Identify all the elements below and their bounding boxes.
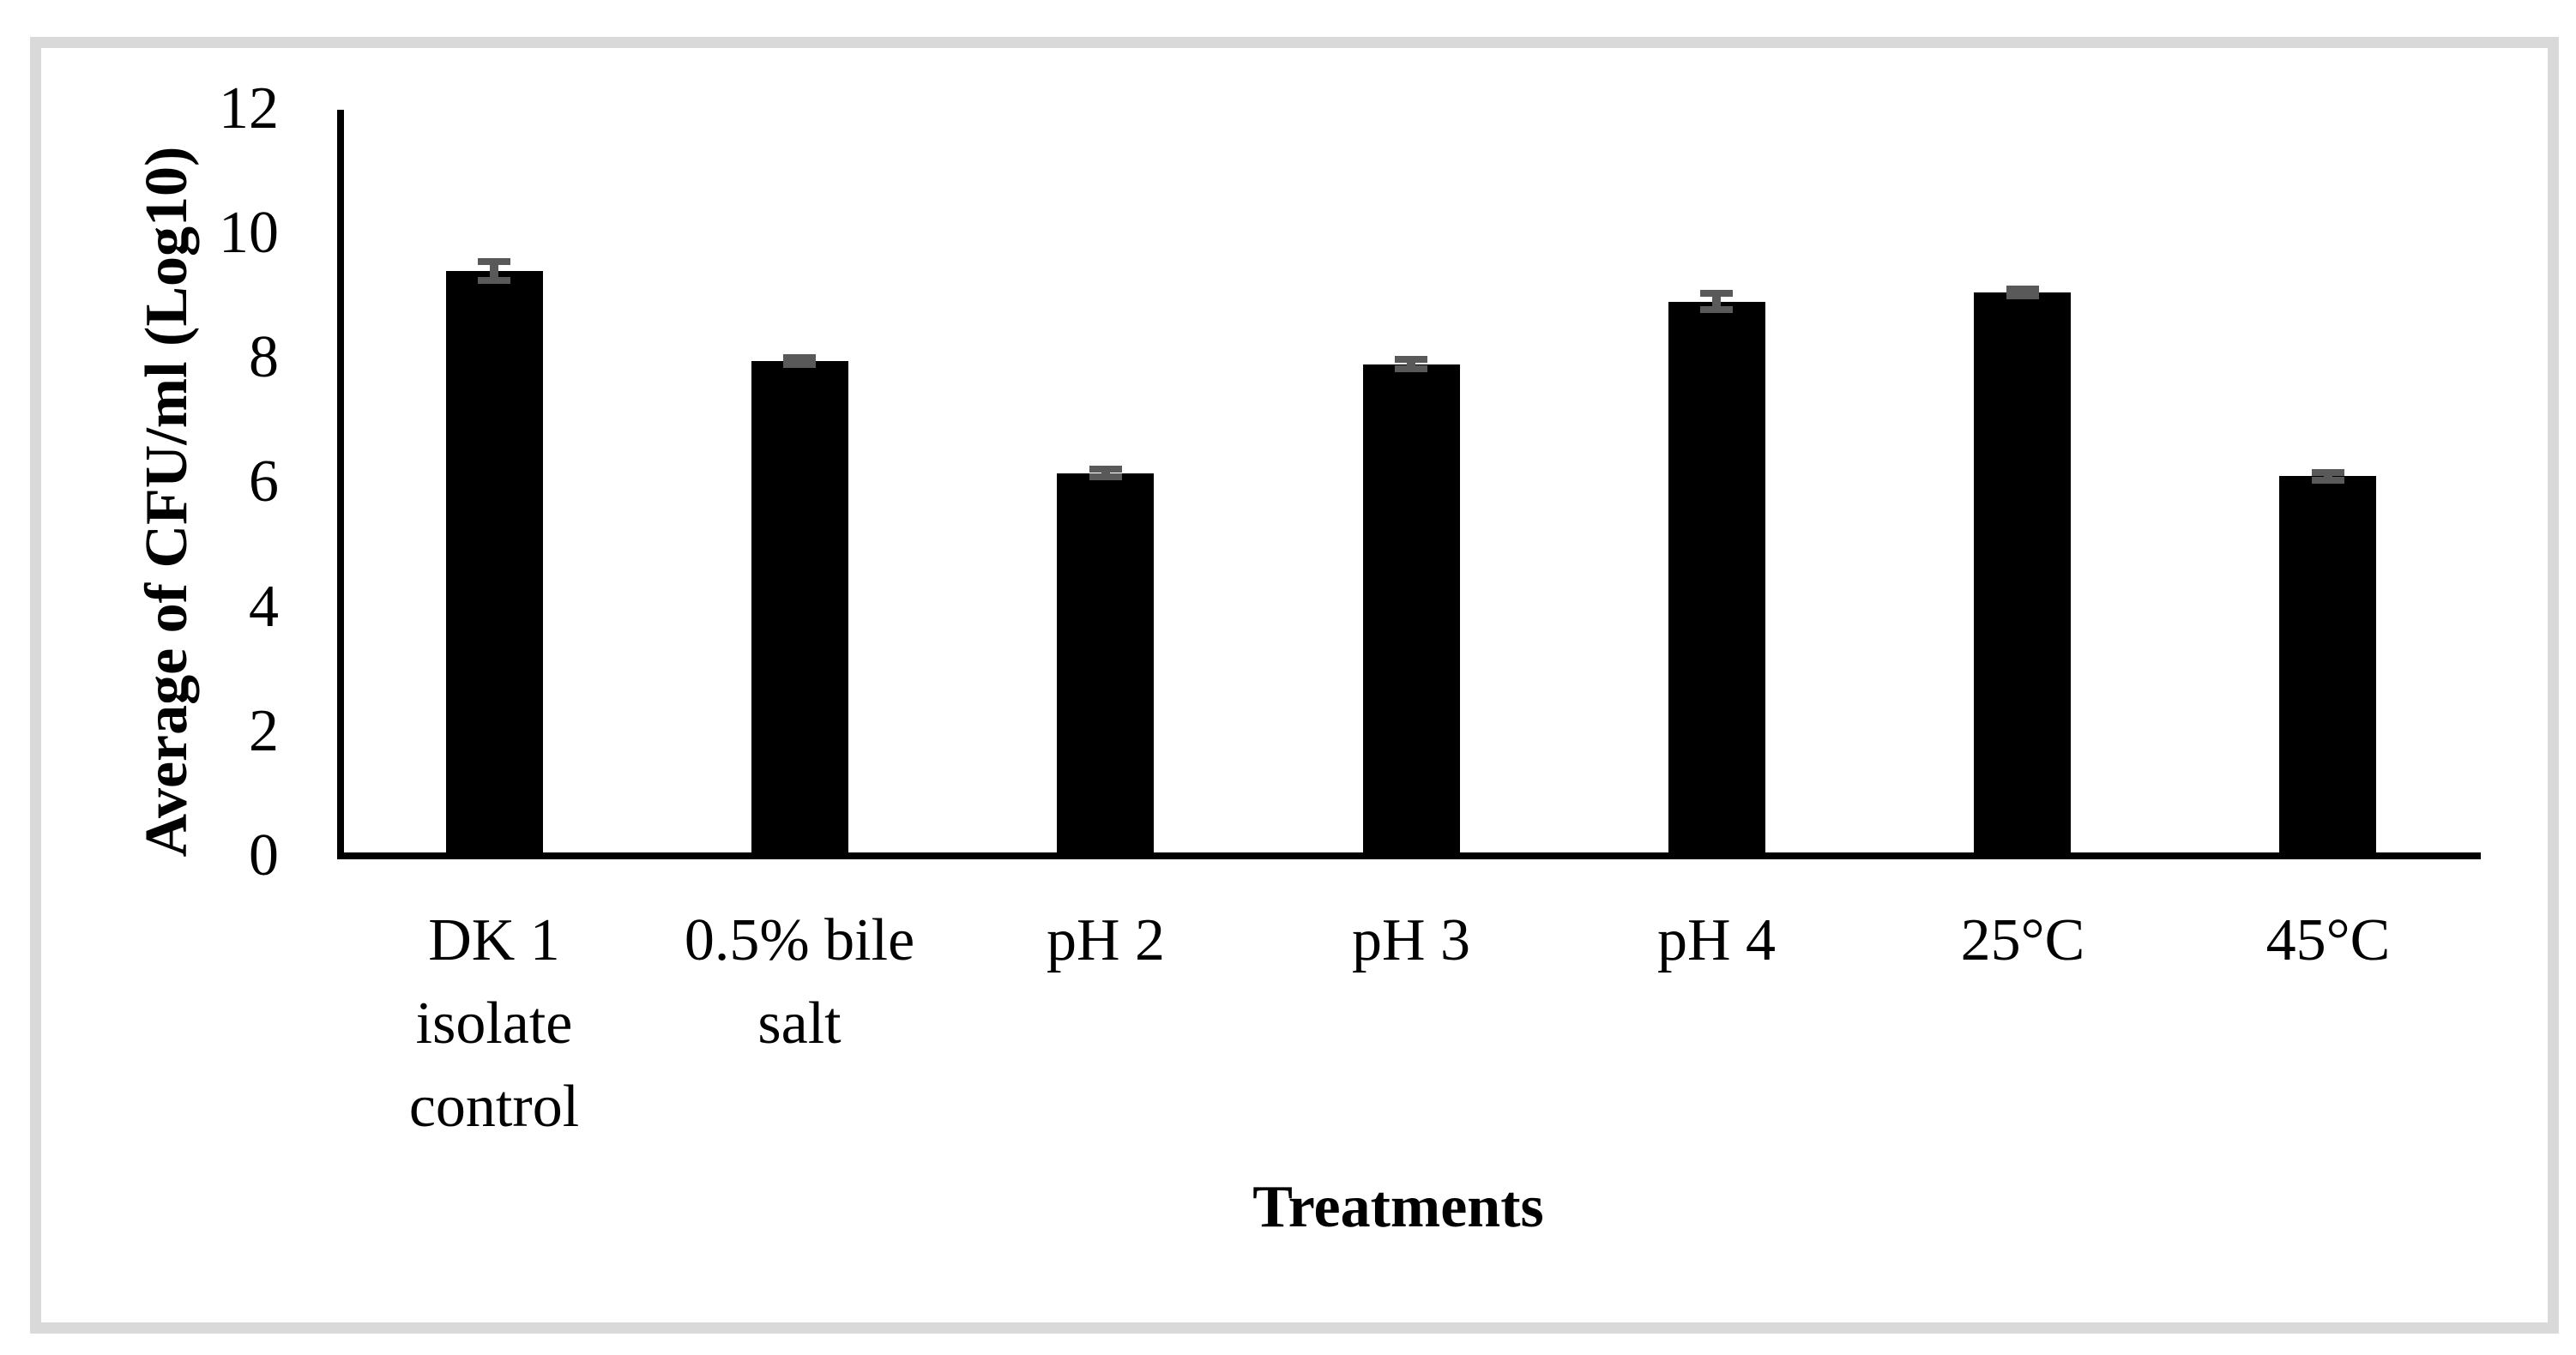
- error-bar-cap-top: [2312, 468, 2344, 476]
- error-bar-cap-top: [783, 353, 816, 361]
- error-bar-cap-top: [478, 257, 510, 265]
- error-bar-whisker: [490, 261, 498, 280]
- x-axis-line: [339, 852, 2481, 859]
- bar: [1974, 292, 2071, 856]
- error-bar-cap-bottom: [478, 276, 510, 284]
- error-bar-cap-bottom: [1700, 306, 1733, 314]
- error-bar-cap-top: [1395, 356, 1427, 364]
- x-category-label-line: pH 4: [1656, 907, 1777, 973]
- y-tick-label: 2: [249, 697, 279, 764]
- x-category-label-line: 0.5% bile: [684, 907, 915, 973]
- error-bar-whisker: [1101, 469, 1110, 477]
- y-tick-label: 8: [249, 324, 279, 391]
- y-tick-label: 0: [249, 822, 279, 888]
- x-category-label-line: pH 3: [1351, 907, 1471, 973]
- y-axis-line: [337, 110, 344, 859]
- error-bar-cap-bottom: [783, 361, 816, 369]
- x-category-label-line: 45°C: [2265, 907, 2391, 973]
- y-tick-label: 6: [249, 449, 279, 515]
- bar: [1057, 473, 1154, 856]
- error-bar-cap-top: [1700, 290, 1733, 298]
- error-bar-cap-top: [2006, 285, 2039, 292]
- error-bar-whisker: [1712, 293, 1721, 310]
- y-tick-label: 10: [219, 200, 279, 266]
- x-category-label-line: control: [408, 1074, 580, 1140]
- x-axis-title: Treatments: [1252, 1174, 1544, 1240]
- y-tick-label: 4: [249, 573, 279, 640]
- figure-border: [30, 37, 2559, 1334]
- error-bar-cap-bottom: [2006, 292, 2039, 300]
- error-bar-cap-bottom: [1395, 364, 1427, 372]
- error-bar-whisker: [1407, 359, 1415, 369]
- error-bar-whisker: [795, 357, 804, 365]
- error-bar-cap-bottom: [2312, 476, 2344, 484]
- x-category-label-line: isolate: [415, 991, 573, 1057]
- x-category-label-line: pH 2: [1046, 907, 1166, 973]
- error-bar-cap-top: [1089, 466, 1122, 473]
- bar: [1363, 364, 1460, 856]
- x-category-label-line: 25°C: [1960, 907, 2085, 973]
- bar: [2279, 476, 2376, 856]
- bar: [446, 270, 543, 856]
- x-category-label-line: DK 1: [428, 907, 560, 973]
- error-bar-whisker: [2018, 288, 2027, 297]
- error-bar-whisker: [2324, 472, 2332, 480]
- bar: [751, 360, 848, 856]
- x-category-label-line: salt: [757, 991, 842, 1057]
- error-bar-cap-bottom: [1089, 473, 1122, 480]
- bar: [1668, 301, 1765, 856]
- y-tick-label: 12: [219, 75, 279, 142]
